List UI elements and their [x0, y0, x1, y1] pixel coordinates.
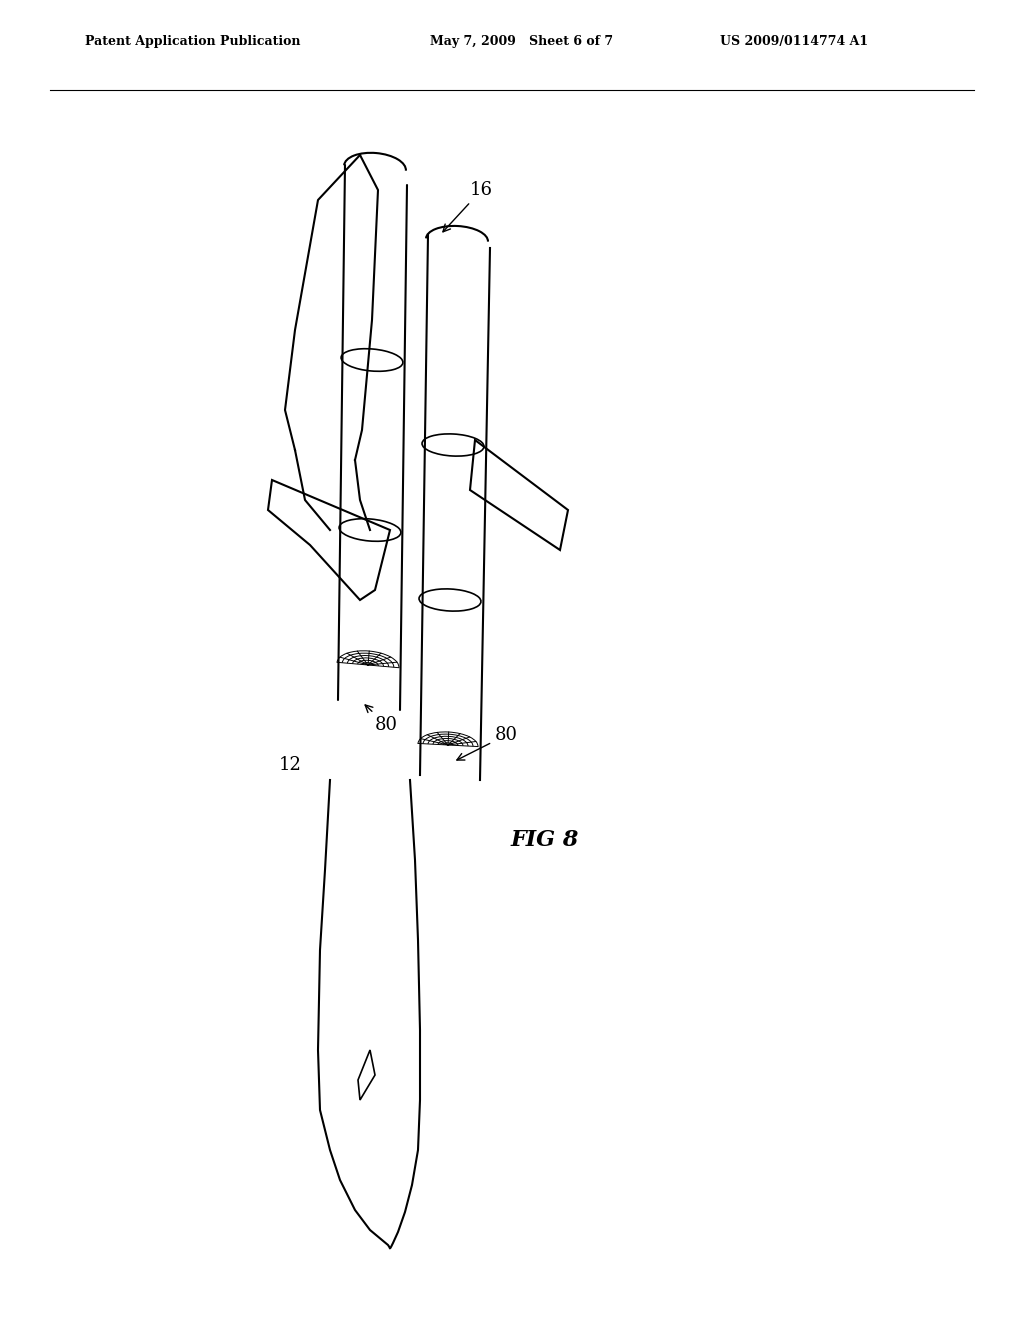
- Text: US 2009/0114774 A1: US 2009/0114774 A1: [720, 36, 868, 48]
- Text: Patent Application Publication: Patent Application Publication: [85, 36, 300, 48]
- Text: 16: 16: [443, 181, 493, 232]
- Text: May 7, 2009   Sheet 6 of 7: May 7, 2009 Sheet 6 of 7: [430, 36, 613, 48]
- Text: 80: 80: [457, 726, 518, 760]
- Text: FIG 8: FIG 8: [511, 829, 580, 851]
- Text: 80: 80: [366, 705, 398, 734]
- Text: 12: 12: [279, 756, 301, 774]
